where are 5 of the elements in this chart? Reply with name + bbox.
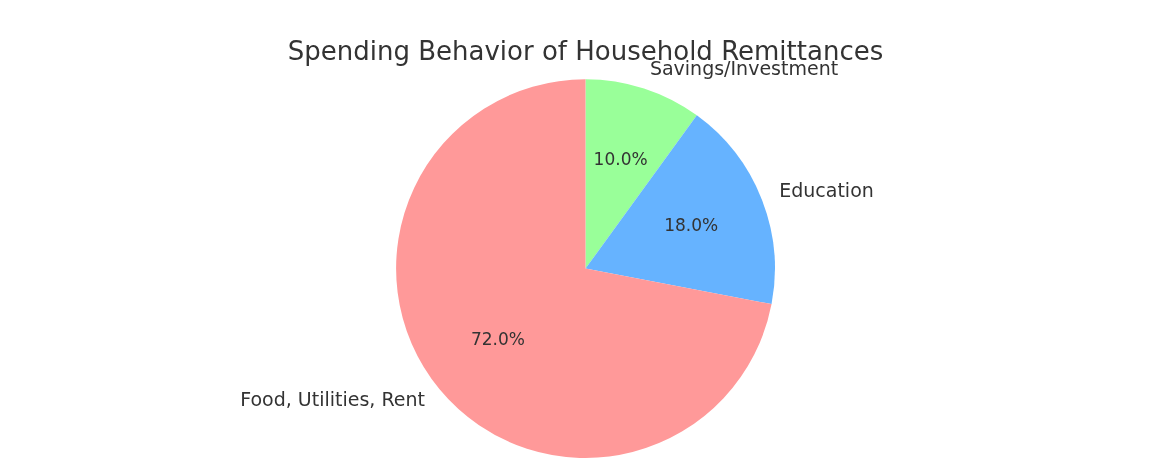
data-label: 72.0% — [470, 329, 525, 350]
slice-label: Education — [779, 178, 874, 201]
data-label: 10.0% — [593, 148, 648, 169]
data-label: 18.0% — [664, 215, 719, 236]
slice-label: Food, Utilities, Rent — [240, 388, 425, 411]
